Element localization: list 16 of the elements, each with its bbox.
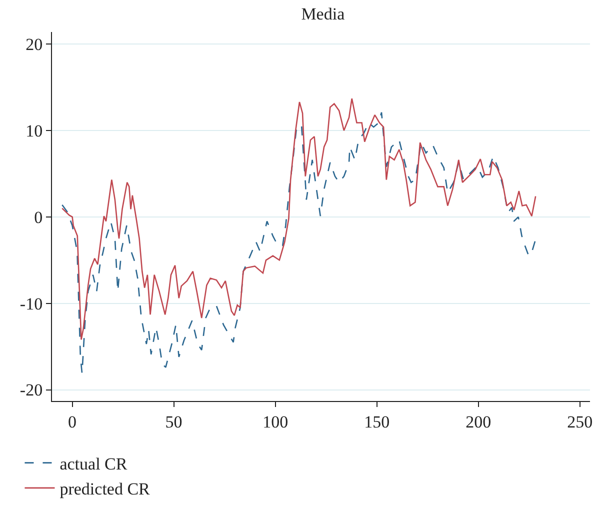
chart-title: Media xyxy=(301,4,346,24)
x-tick-label: 0 xyxy=(68,412,77,432)
y-tick-label: 20 xyxy=(26,35,43,54)
y-tick-label: 10 xyxy=(26,121,43,140)
line-series xyxy=(62,98,536,340)
x-tick-label: 200 xyxy=(466,412,492,432)
y-tick-label: -10 xyxy=(20,294,43,314)
y-tick-label: -20 xyxy=(20,380,43,400)
x-tick-label: 100 xyxy=(262,412,288,432)
legend-label: actual CR xyxy=(60,454,128,474)
x-tick-label: 50 xyxy=(165,412,182,432)
x-tick-label: 250 xyxy=(567,412,593,432)
y-tick-label: 0 xyxy=(34,208,43,227)
line-series xyxy=(62,112,536,374)
legend-label: predicted CR xyxy=(60,480,151,499)
x-tick-label: 150 xyxy=(364,412,390,432)
